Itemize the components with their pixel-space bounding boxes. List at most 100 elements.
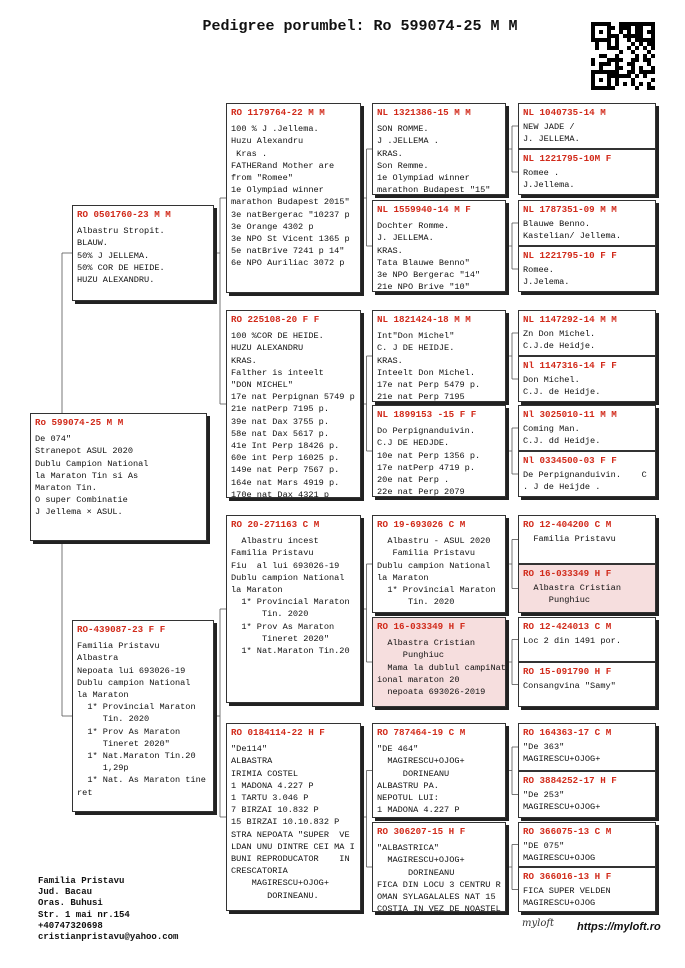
box-line: 100 %COR DE HEIDE.	[231, 331, 324, 342]
box-line: marathon Budapest "15"	[377, 185, 491, 195]
box-line: 58e nat Dax 5617 p.	[231, 428, 329, 439]
footer-line: Str. 1 mai nr.154	[38, 909, 130, 920]
qr-cell	[619, 58, 623, 62]
qr-cell	[631, 42, 635, 46]
qr-cell	[607, 46, 611, 50]
qr-cell	[635, 30, 639, 34]
qr-cell	[599, 70, 603, 74]
box-line: CRESCATORIA	[231, 866, 288, 877]
qr-cell	[631, 66, 635, 70]
qr-cell	[639, 34, 643, 38]
box-line: MAGIRESCU+OJOG+	[231, 878, 329, 889]
qr-cell	[615, 38, 619, 42]
box-line: HUZU ALEXANDRU	[231, 343, 304, 354]
qr-cell	[651, 86, 655, 90]
pigeon-box: RO 12-404200 C M Familia Pristavu	[518, 515, 656, 564]
ring-number: RO 225108-20 F F	[231, 314, 320, 325]
pigeon-box: NL 1221795-10M F Romee . J.Jellema.	[518, 149, 656, 195]
box-line: MAGIRESCU+OJOG	[523, 898, 596, 909]
qr-cell	[635, 54, 639, 58]
box-line: ional maraton 20	[377, 674, 460, 685]
qr-cell	[643, 58, 647, 62]
ring-number: Ro 599074-25 M M	[35, 417, 124, 428]
qr-cell	[619, 74, 623, 78]
qr-cell	[615, 46, 619, 50]
qr-cell	[599, 62, 603, 66]
qr-cell	[595, 22, 599, 26]
qr-cell	[615, 74, 619, 78]
qr-cell	[631, 58, 635, 62]
qr-cell	[611, 70, 615, 74]
box-line: 170e nat Dax 4321 p	[231, 489, 329, 498]
box-line: "DE 075"	[523, 841, 565, 852]
box-line: 1 MADONA 4.227 P	[377, 805, 460, 816]
box-line: "DE 464"	[377, 744, 419, 755]
box-line: MAGIRESCU+OJOG	[523, 853, 596, 864]
box-line: 3e Orange 4302 p	[231, 221, 314, 232]
qr-cell	[607, 86, 611, 90]
qr-cell	[651, 66, 655, 70]
qr-cell	[647, 38, 651, 42]
qr-cell	[643, 54, 647, 58]
box-line: "De114"	[231, 744, 268, 755]
qr-cell	[635, 34, 639, 38]
box-line: 6e NPO Auriliac 3072 p	[231, 258, 345, 269]
box-line: 15 BIRZAI 10.10.832 P	[231, 817, 340, 828]
qr-cell	[599, 30, 603, 34]
qr-cell	[639, 26, 643, 30]
box-line: C.J. de Heidje.	[523, 387, 601, 398]
box-line: FICA DIN LOCU 3 CENTRU R	[377, 879, 501, 890]
ring-number: NL 1221795-10 F F	[523, 250, 617, 261]
pigeon-box: Nl 1147316-14 F F Don Michel. C.J. de Heid…	[518, 356, 656, 402]
qr-cell	[647, 58, 651, 62]
box-line: OMAN SYLAGALALES NAT 15	[377, 892, 496, 903]
pigeon-box: RO 16-033349 H F Albastra Cristian Pungh…	[372, 617, 506, 707]
box-line: 20e nat Perp .	[377, 475, 450, 486]
pigeon-box: RO 787464-19 C M "DE 464" MAGIRESCU+OJOG+…	[372, 723, 506, 818]
qr-cell	[603, 54, 607, 58]
box-line: 1* Provincial Maraton	[77, 702, 196, 713]
qr-cell	[631, 82, 635, 86]
box-line: J .JELLEMA .	[377, 136, 439, 147]
qr-cell	[595, 38, 599, 42]
logo: myloft	[522, 918, 555, 929]
box-line: from "Romee"	[231, 173, 293, 184]
qr-cell	[627, 26, 631, 30]
box-line: 17e natPerp 4719 p.	[377, 462, 475, 473]
pigeon-box: RO 19-693026 C M Albastru - ASUL 2020 Fa…	[372, 515, 506, 613]
box-line: 50% J JELLEMA.	[77, 250, 150, 261]
qr-cell	[595, 42, 599, 46]
box-line: Maraton Tin.	[35, 483, 97, 494]
box-line: Huzu Alexandru	[231, 136, 304, 147]
box-line: la Maraton	[231, 585, 283, 596]
qr-cell	[627, 74, 631, 78]
qr-cell	[611, 86, 615, 90]
qr-cell	[631, 78, 635, 82]
box-line: MAGIRESCU+OJOG+	[377, 756, 465, 767]
pigeon-box: NL 1040735-14 M NEW JADE / J. JELLEMA.	[518, 103, 656, 149]
qr-cell	[615, 54, 619, 58]
box-line: 21e nat Perp 7195	[377, 392, 465, 402]
pigeon-box: RO 164363-17 C M "De 363" MAGIRESCU+OJOG+	[518, 723, 656, 771]
box-line: Albastra Cristian	[377, 638, 475, 649]
pigeon-box: RO 366016-13 H F FICA SUPER VELDEN MAGIRES…	[518, 867, 656, 912]
box-line: KRAS.	[231, 355, 257, 366]
qr-cell	[611, 58, 615, 62]
box-line: De Perpignanduivin. C	[523, 470, 647, 481]
qr-cell	[607, 38, 611, 42]
box-line: DORINEANU.	[231, 890, 319, 901]
box-line: Albastru incest	[231, 536, 319, 547]
qr-cell	[619, 30, 623, 34]
qr-cell	[643, 46, 647, 50]
box-line: 1* Provincial Maraton	[377, 585, 496, 596]
pigeon-box: Nl 0334500-03 F F De Perpignanduivin. C. …	[518, 451, 656, 497]
box-line: Familia Pristavu	[77, 641, 160, 652]
box-line: 1* Prov As Maraton	[77, 726, 181, 737]
box-line: Coming Man.	[523, 424, 580, 435]
qr-cell	[627, 34, 631, 38]
box-line: 7 BIRZAI 10.832 P	[231, 805, 319, 816]
ring-number: RO 19-693026 C M	[377, 519, 466, 530]
box-line: 50% COR DE HEIDE.	[77, 262, 165, 273]
pigeon-box: NL 1321386-15 M M SON ROMME. J .JELLEMA .K…	[372, 103, 506, 195]
